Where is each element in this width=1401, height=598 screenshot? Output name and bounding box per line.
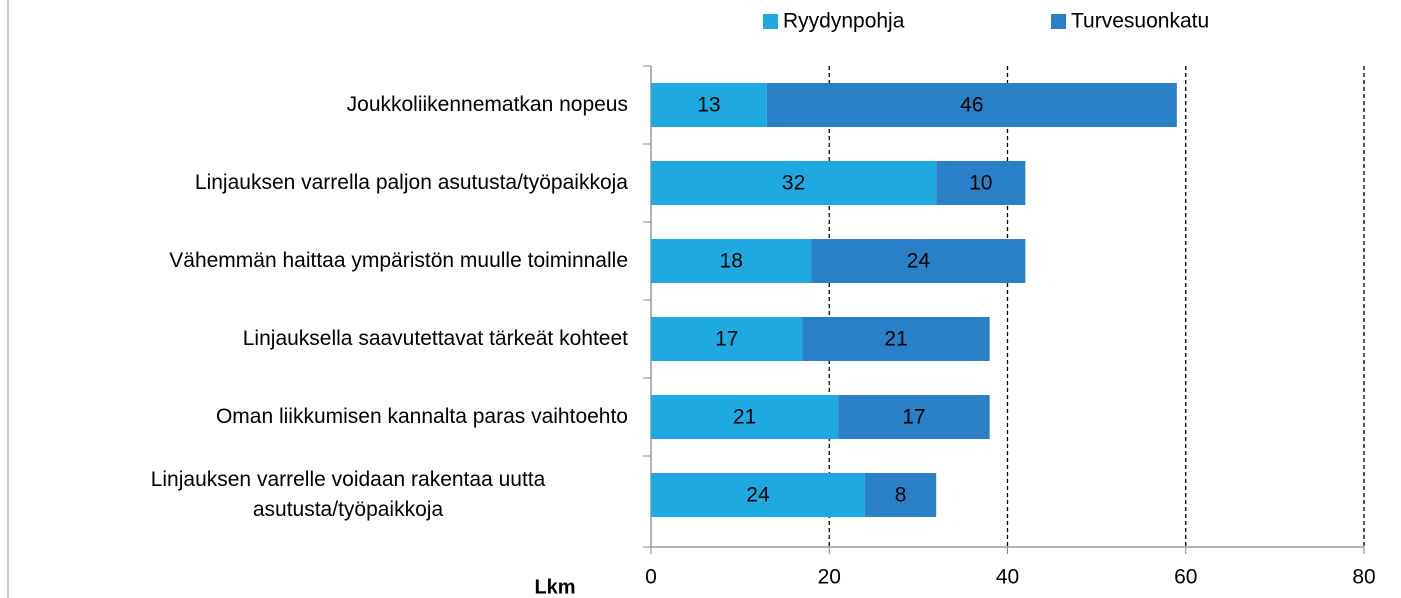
bar [766,83,1177,127]
legend-label: Ryydynpohja [783,10,905,33]
x-tick-label: 60 [1174,566,1197,589]
x-tick-label: 0 [645,566,657,589]
value-label: 32 [782,172,805,195]
value-label: 21 [733,406,756,429]
value-label: 21 [884,328,907,351]
y-tick-label: Linjauksella saavutettavat tärkeät kohte… [0,299,628,379]
bar [651,83,767,127]
value-label: 46 [960,94,983,117]
value-label: 24 [907,250,931,273]
y-tick-label-text: Linjauksen varrelle voidaan rakentaa uut… [150,468,546,521]
bar [864,473,937,517]
value-label: 13 [697,94,720,117]
y-tick-label-text: Linjauksella saavutettavat tärkeät kohte… [242,327,628,350]
bar [936,161,1026,205]
bar [651,161,937,205]
value-label: 10 [969,172,992,195]
x-tick-label: 20 [818,566,841,589]
x-axis-title: Lkm [534,576,575,598]
legend-label: Turvesuonkatu [1071,10,1209,33]
x-tick-label: 80 [1352,566,1375,589]
value-label: 17 [902,406,925,429]
y-tick-label-text: Vähemmän haittaa ympäristön muulle toimi… [169,249,628,272]
x-tick-label: 40 [996,566,1019,589]
y-tick-label-text: Joukkoliikennematkan nopeus [346,93,628,116]
bar [651,473,865,517]
y-tick-label: Oman liikkumisen kannalta paras vaihtoeh… [0,377,628,457]
bar [811,239,1026,283]
y-tick-label: Joukkoliikennematkan nopeus [0,65,628,145]
bar [802,317,990,361]
legend-swatch [763,14,778,29]
bar [651,317,803,361]
legend-swatch [1051,14,1066,29]
value-label: 17 [715,328,738,351]
y-tick-label: Vähemmän haittaa ympäristön muulle toimi… [0,221,628,301]
value-label: 18 [720,250,743,273]
value-label: 8 [895,484,907,507]
value-label: 24 [746,484,770,507]
y-tick-label-text: Linjauksen varrella paljon asutusta/työp… [194,171,628,194]
bar [651,395,839,439]
bar [838,395,990,439]
y-tick-label: Linjauksen varrelle voidaan rakentaa uut… [0,455,628,535]
y-tick-label: Linjauksen varrella paljon asutusta/työp… [0,143,628,223]
bar [651,239,812,283]
y-tick-label-text: Oman liikkumisen kannalta paras vaihtoeh… [215,405,628,428]
